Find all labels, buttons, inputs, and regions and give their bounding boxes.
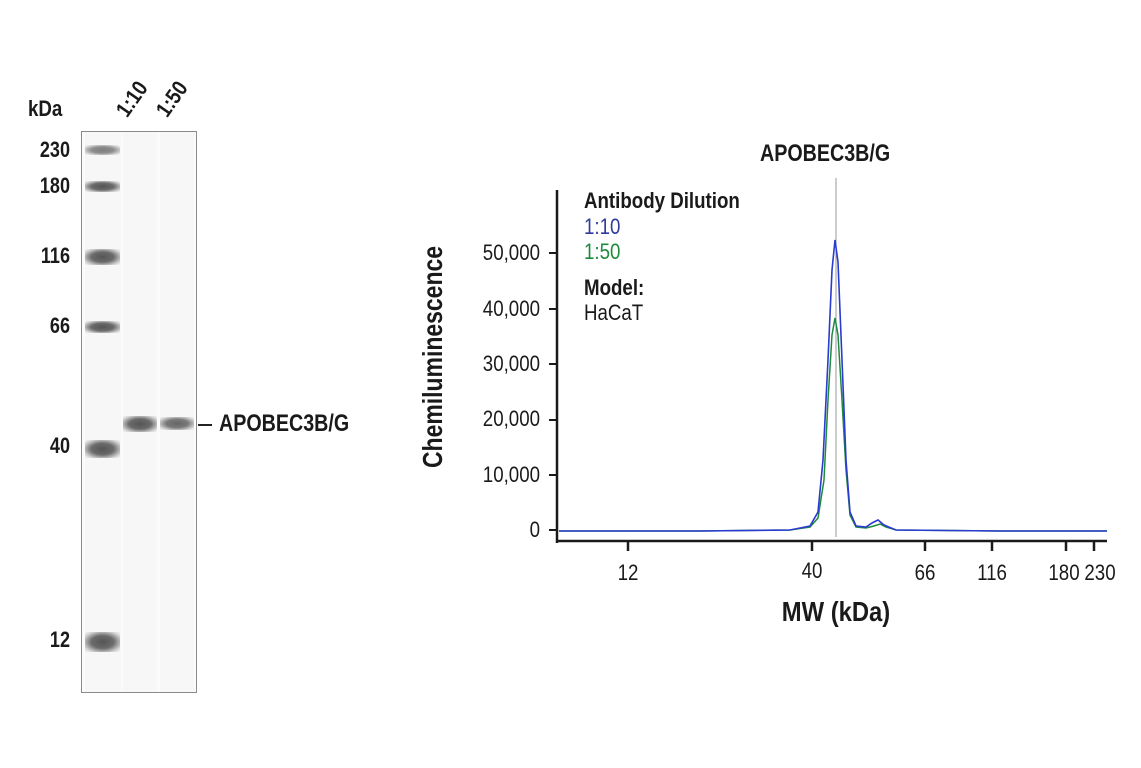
x-tick-230: 230 [1084,560,1116,585]
legend-series-1-50: 1:50 [584,239,621,264]
legend-model-value: HaCaT [584,300,644,325]
legend-model-title: Model: [584,275,645,300]
legend-title: Antibody Dilution [584,188,740,213]
ladder-band-12 [85,632,120,652]
x-tick-116: 116 [977,560,1007,585]
x-tick-12: 12 [617,560,639,585]
sample-band-1-50 [160,417,194,430]
band-pointer-line [198,424,212,426]
y-tick-30000: 30,000 [482,351,540,376]
marker-label-66: 66 [49,313,70,338]
y-tick-0: 0 [529,517,540,542]
series-1-50-line [559,317,1107,532]
sample-band-1-10 [123,416,157,432]
x-ticks [626,541,1096,551]
band-label: APOBEC3B/G [219,410,350,437]
gel-image [81,131,197,693]
x-tick-40: 40 [801,558,823,583]
lane-ladder [85,132,121,692]
y-tick-20000: 20,000 [482,406,540,431]
series-1-10-line [559,239,1107,532]
marker-label-180: 180 [39,173,70,198]
x-tick-66: 66 [914,560,936,585]
lane-1-50 [160,132,194,692]
marker-label-12: 12 [49,627,70,652]
y-tick-10000: 10,000 [482,462,540,487]
marker-label-40: 40 [49,433,70,458]
y-ticks [549,252,557,531]
ladder-band-116 [85,249,120,265]
marker-label-116: 116 [40,243,70,268]
legend-series-1-10: 1:10 [584,214,621,239]
x-tick-180: 180 [1048,560,1080,585]
chart-title: APOBEC3B/G [760,140,891,167]
lane-1-10 [123,132,157,692]
ladder-band-66 [85,321,120,333]
y-tick-40000: 40,000 [482,296,540,321]
ladder-band-180 [85,181,120,192]
marker-label-230: 230 [39,137,70,162]
ladder-band-230 [85,145,120,155]
ladder-band-40 [85,440,120,458]
y-tick-50000: 50,000 [482,240,540,265]
gel-unit-label: kDa [28,96,63,121]
x-axis-label: MW (kDa) [781,596,891,627]
